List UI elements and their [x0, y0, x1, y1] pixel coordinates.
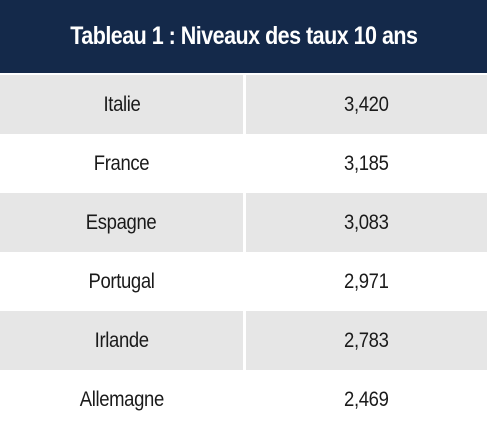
column-divider	[243, 311, 246, 370]
country-label: Irlande	[94, 328, 149, 352]
column-divider	[243, 370, 246, 429]
table-body: Italie 3,420 France 3,185 Espagne 3,083 …	[0, 75, 487, 429]
rate-cell: 3,185	[246, 134, 487, 193]
country-cell: Espagne	[0, 193, 243, 252]
rate-cell: 3,083	[246, 193, 487, 252]
country-label: France	[93, 151, 150, 175]
rate-value: 3,185	[344, 151, 389, 175]
column-divider	[243, 75, 246, 134]
country-cell: France	[0, 134, 243, 193]
country-cell: Portugal	[0, 252, 243, 311]
country-label: Espagne	[86, 210, 157, 234]
table-row: Italie 3,420	[0, 75, 487, 134]
rate-cell: 2,469	[246, 370, 487, 429]
table-row: Espagne 3,083	[0, 193, 487, 252]
table-header: Tableau 1 : Niveaux des taux 10 ans	[0, 0, 487, 73]
table-row: Irlande 2,783	[0, 311, 487, 370]
country-label: Allemagne	[79, 387, 164, 411]
column-divider	[243, 252, 246, 311]
country-cell: Irlande	[0, 311, 243, 370]
column-divider	[243, 134, 246, 193]
rate-value: 3,083	[344, 210, 389, 234]
column-divider	[243, 193, 246, 252]
rate-value: 3,420	[344, 92, 389, 116]
table-row: France 3,185	[0, 134, 487, 193]
country-cell: Italie	[0, 75, 243, 134]
rate-value: 2,971	[344, 269, 389, 293]
table-title: Tableau 1 : Niveaux des taux 10 ans	[69, 22, 418, 50]
rate-value: 2,783	[344, 328, 389, 352]
rate-cell: 2,783	[246, 311, 487, 370]
rate-value: 2,469	[344, 387, 389, 411]
rate-cell: 2,971	[246, 252, 487, 311]
country-label: Portugal	[88, 269, 155, 293]
table-row: Portugal 2,971	[0, 252, 487, 311]
rate-cell: 3,420	[246, 75, 487, 134]
country-label: Italie	[103, 92, 140, 116]
country-cell: Allemagne	[0, 370, 243, 429]
table-row: Allemagne 2,469	[0, 370, 487, 429]
